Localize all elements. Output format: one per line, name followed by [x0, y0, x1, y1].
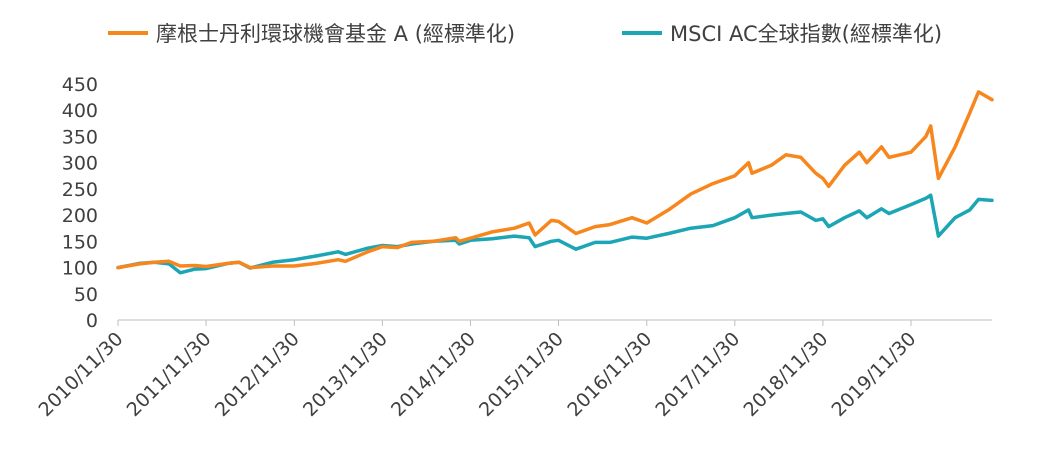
x-tick-label: 2018/11/30 — [739, 328, 832, 421]
legend-label-index: MSCI AC全球指數(經標準化) — [670, 22, 943, 46]
x-tick-label: 2019/11/30 — [827, 328, 920, 421]
legend-swatch-fund — [108, 31, 148, 35]
x-tick-label: 2015/11/30 — [475, 328, 568, 421]
y-tick-label: 250 — [62, 179, 98, 201]
y-tick-label: 150 — [62, 231, 98, 253]
x-tick-label: 2012/11/30 — [211, 328, 304, 421]
y-tick-label: 400 — [62, 100, 98, 122]
y-tick-label: 300 — [62, 153, 98, 175]
series-lines — [116, 90, 994, 275]
legend-label-fund: 摩根士丹利環球機會基金 A (經標準化) — [156, 22, 516, 46]
y-tick-label: 450 — [62, 74, 98, 96]
x-tick-label: 2016/11/30 — [563, 328, 656, 421]
x-tick-label: 2014/11/30 — [387, 328, 480, 421]
legend-item-index: MSCI AC全球指數(經標準化) — [622, 18, 942, 48]
x-tick-label: 2011/11/30 — [123, 328, 216, 421]
x-tick-label: 2010/11/30 — [35, 328, 128, 421]
x-tick-label: 2017/11/30 — [651, 328, 744, 421]
y-axis: 0 50 100 150 200 250 300 350 400 450 — [62, 74, 98, 332]
y-tick-label: 100 — [62, 258, 98, 280]
y-tick-label: 50 — [74, 284, 98, 306]
x-axis: 2010/11/302011/11/302012/11/302013/11/30… — [35, 319, 992, 421]
y-tick-label: 0 — [86, 310, 98, 332]
legend-swatch-index — [622, 31, 662, 35]
series-line-index — [116, 193, 994, 275]
legend-item-fund: 摩根士丹利環球機會基金 A (經標準化) — [108, 18, 515, 48]
y-tick-label: 350 — [62, 126, 98, 148]
x-tick-label: 2013/11/30 — [299, 328, 392, 421]
y-tick-label: 200 — [62, 205, 98, 227]
series-line-fund — [116, 90, 994, 270]
